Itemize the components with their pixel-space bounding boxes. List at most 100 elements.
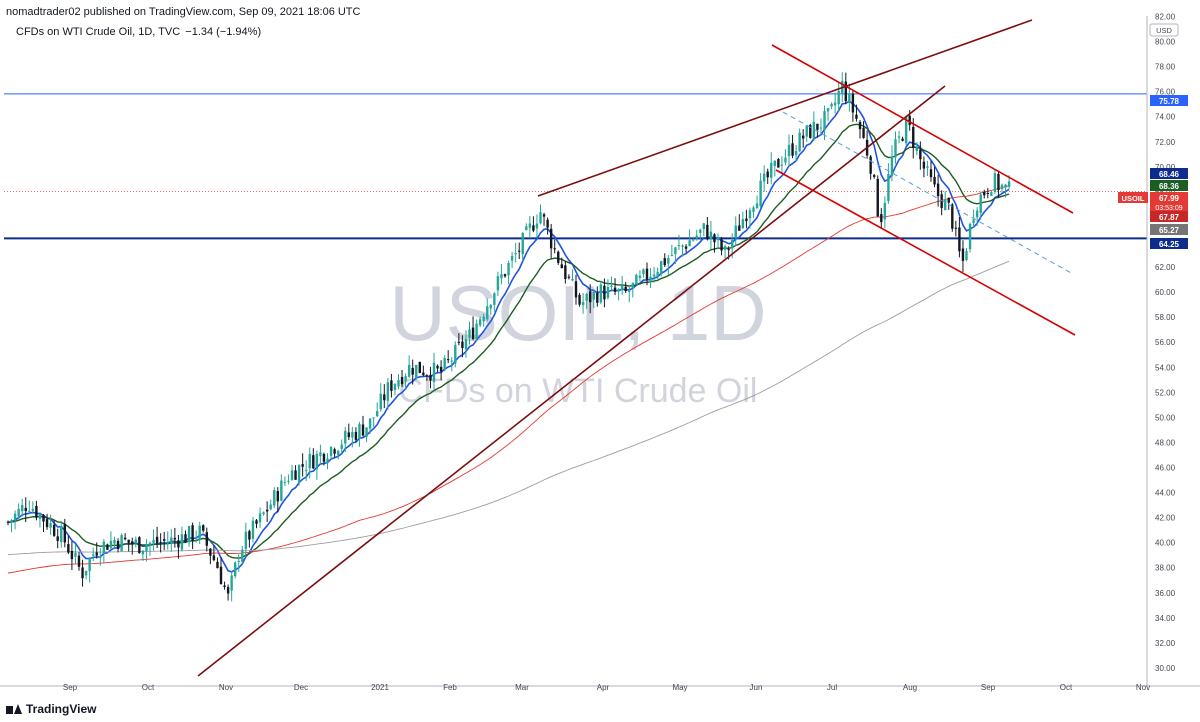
y-tick-label: 36.00 (1155, 589, 1176, 598)
candle-body (429, 374, 432, 381)
candle-body (347, 432, 350, 438)
y-tick-label: 58.00 (1155, 313, 1176, 322)
candle-body (312, 455, 315, 469)
candle-body (120, 535, 123, 552)
candle-body (628, 290, 631, 292)
candle-body (21, 505, 24, 512)
candle-body (901, 138, 904, 141)
candle-body (92, 554, 95, 556)
candle-body (780, 164, 784, 166)
x-tick-label: 2021 (371, 683, 389, 692)
candle-body (897, 136, 901, 138)
candle-body (116, 540, 120, 550)
candle-body (269, 504, 272, 510)
candle-body (862, 127, 865, 138)
candle-body (305, 469, 308, 471)
candle-body (752, 207, 755, 213)
candle-body (109, 540, 113, 548)
candle-body (553, 248, 556, 250)
candle-body (933, 176, 936, 185)
candle-body (759, 180, 762, 207)
candle-body (791, 143, 794, 156)
candle-body (706, 224, 709, 240)
candle-body (883, 203, 887, 220)
candle-body (361, 424, 365, 436)
price-badge (1150, 95, 1188, 106)
candle-body (947, 197, 950, 203)
candle-body (961, 248, 965, 261)
candle-body (81, 567, 84, 579)
candle-body (922, 161, 926, 169)
candle-body (351, 431, 354, 438)
candle-body (1000, 184, 1004, 190)
candle-body (482, 316, 485, 322)
candle-body (723, 246, 727, 250)
candle-body (397, 380, 400, 387)
candle-body (652, 274, 656, 277)
publish-header: nomadtrader02 published on TradingView.c… (6, 6, 361, 18)
price-badge (1150, 224, 1188, 235)
candle-body (443, 357, 446, 370)
candle-body (546, 219, 549, 228)
candle-body (592, 291, 595, 300)
candle-body (975, 210, 979, 218)
x-tick-label: Mar (515, 683, 529, 692)
price-badge (1150, 211, 1188, 222)
candle-body (265, 509, 269, 512)
candle-body (549, 228, 553, 249)
symbol-legend[interactable]: CFDs on WTI Crude Oil, 1D, TVC −1.34 (−1… (16, 26, 263, 38)
candle-body (837, 90, 840, 105)
candle-body (464, 339, 468, 350)
candle-body (802, 135, 805, 139)
candle-body (677, 245, 681, 247)
y-tick-label: 54.00 (1155, 363, 1176, 372)
y-tick-label: 44.00 (1155, 489, 1176, 498)
candle-body (489, 304, 492, 309)
candle-body (571, 278, 574, 281)
x-tick-label: Nov (1136, 683, 1150, 692)
candle-body (727, 249, 730, 251)
candle-body (74, 552, 77, 557)
candle-body (138, 537, 141, 554)
price-badge-text: 67.87 (1159, 213, 1180, 222)
symbol-badge-text: USOIL (1122, 194, 1145, 203)
candle-body (447, 359, 450, 361)
candle-body (830, 103, 833, 107)
candle-body (762, 173, 766, 182)
x-tick-label: Sep (981, 683, 996, 692)
candle-body (709, 231, 713, 240)
candle-body (329, 447, 333, 456)
candle-body (691, 239, 695, 241)
candle-body (904, 116, 908, 144)
candle-body (777, 159, 780, 168)
candle-body (187, 526, 191, 543)
currency-label: USD (1156, 26, 1172, 35)
candle-body (258, 513, 262, 523)
candle-body (102, 541, 106, 554)
candle-body (6, 521, 10, 523)
candle-body (972, 219, 975, 224)
price-badge-text: 64.25 (1159, 240, 1180, 249)
candle-body (88, 558, 91, 572)
candle-body (354, 431, 358, 440)
candle-body (823, 111, 826, 131)
candle-body (315, 453, 319, 470)
candle-body (230, 575, 233, 591)
candle-body (638, 275, 642, 278)
candle-body (358, 424, 361, 439)
candle-body (17, 508, 20, 517)
candle-body (936, 183, 940, 197)
candle-body (663, 258, 666, 266)
candle-body (890, 156, 894, 176)
candle-body (745, 218, 748, 222)
candle-body (798, 132, 801, 152)
candle-body (63, 523, 66, 543)
candle-body (166, 542, 169, 544)
candle-body (468, 329, 471, 338)
candle-body (951, 204, 954, 229)
candle-body (390, 380, 393, 391)
tradingview-logo-icon (6, 704, 22, 714)
candle-body (581, 302, 585, 306)
candle-body (333, 449, 336, 454)
